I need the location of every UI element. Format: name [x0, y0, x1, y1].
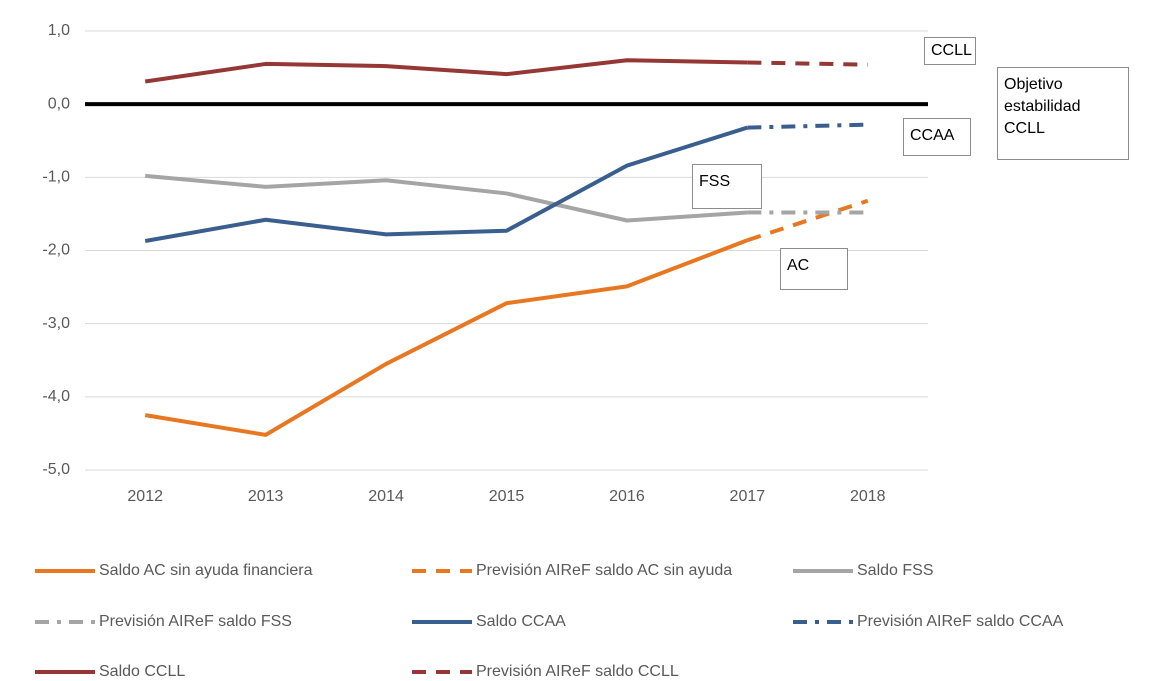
annotation: FSS [692, 164, 762, 209]
series-line [144, 238, 749, 437]
series-line [747, 122, 868, 130]
series-line [144, 58, 748, 84]
y-tick-label: -5,0 [42, 461, 70, 478]
x-tick-label: 2015 [489, 488, 525, 505]
legend-label: Previsión AIReF saldo FSS [99, 613, 292, 630]
y-tick-label: -4,0 [42, 388, 70, 405]
legend-label: Previsión AIReF saldo CCLL [476, 663, 679, 680]
series-line [144, 125, 748, 243]
legend-label: Saldo CCLL [99, 663, 185, 680]
legend-label: Previsión AIReF saldo AC sin ayuda [476, 562, 732, 579]
y-tick-label: -2,0 [42, 242, 70, 259]
y-tick-label: 0,0 [48, 95, 70, 112]
x-tick-label: 2014 [368, 488, 404, 505]
annotation: CCLL [924, 37, 976, 65]
legend-label: Saldo AC sin ayuda financiera [99, 562, 313, 579]
annotation: AC [780, 248, 848, 290]
x-tick-label: 2018 [850, 488, 886, 505]
y-tick-label: 1,0 [48, 22, 70, 39]
series-line [145, 173, 748, 223]
annotation: CCAA [903, 118, 971, 156]
series-line [747, 60, 868, 67]
series-line [746, 198, 869, 243]
y-tick-label: -3,0 [42, 315, 70, 332]
x-tick-label: 2012 [127, 488, 163, 505]
x-tick-label: 2013 [248, 488, 284, 505]
legend-label: Saldo FSS [857, 562, 933, 579]
legend-label: Previsión AIReF saldo CCAA [857, 613, 1064, 630]
legend-label: Saldo CCAA [476, 613, 566, 630]
x-tick-label: 2017 [730, 488, 766, 505]
y-tick-label: -1,0 [42, 169, 70, 186]
reference-label: Objetivo estabilidad CCLL [997, 67, 1129, 160]
x-tick-label: 2016 [609, 488, 645, 505]
